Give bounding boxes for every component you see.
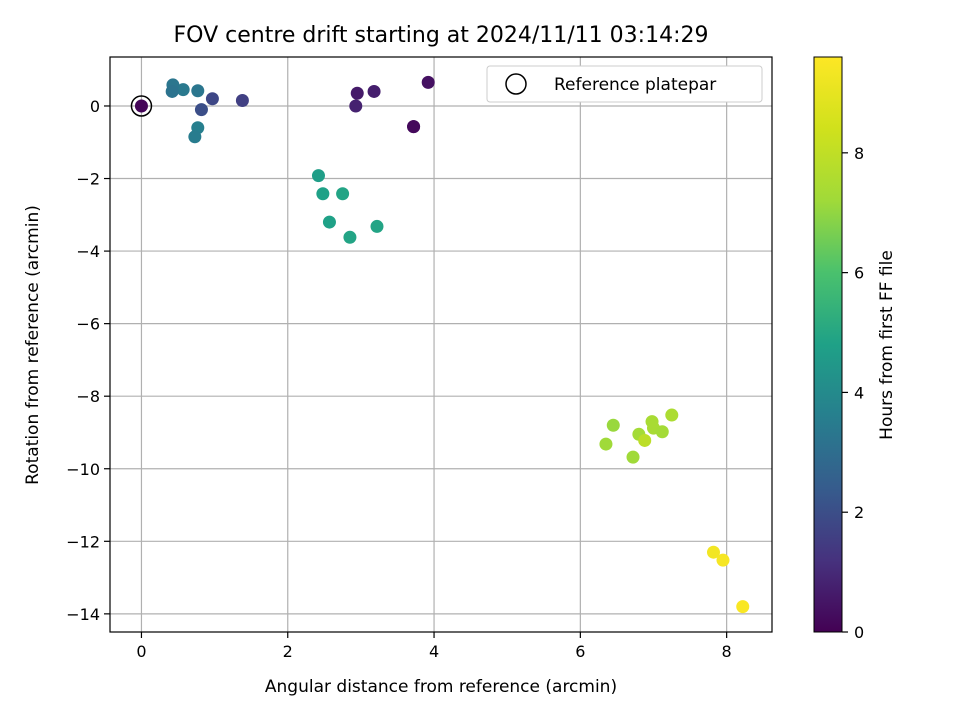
reference-platepar-marker (130, 95, 153, 117)
x-axis-label: Angular distance from reference (arcmin) (265, 677, 617, 697)
y-axis-ticks: 0 −2 −4 −6 −8 −10 −12 −14 (66, 97, 110, 624)
x-tick-label: 4 (429, 642, 439, 661)
x-tick-label: 8 (722, 642, 732, 661)
y-tick-label: −12 (66, 532, 100, 551)
x-tick-label: 6 (575, 642, 585, 661)
y-axis-label: Rotation from reference (arcmin) (23, 205, 43, 485)
data-point (655, 425, 669, 439)
legend-marker-icon (505, 73, 527, 95)
grid-lines (110, 57, 772, 632)
legend-entry-reference-platepar: Reference platepar (554, 75, 716, 95)
data-point (407, 120, 421, 134)
data-point (716, 553, 730, 567)
colorbar: 0 2 4 6 8 Hours from first FF file (813, 56, 897, 642)
y-tick-label: −14 (66, 605, 100, 624)
colorbar-tick-label: 0 (854, 623, 864, 642)
data-point (343, 230, 357, 244)
data-point (205, 92, 219, 106)
y-tick-label: −8 (76, 387, 100, 406)
data-point (349, 99, 363, 113)
y-tick-label: −10 (66, 460, 100, 479)
colorbar-tick-label: 2 (854, 503, 864, 522)
data-point (638, 433, 652, 447)
colorbar-ticks: 0 2 4 6 8 (842, 144, 864, 642)
y-tick-label: −4 (76, 242, 100, 261)
data-point (370, 219, 384, 233)
data-point (194, 103, 208, 117)
x-tick-label: 0 (136, 642, 146, 661)
colorbar-tick-label: 4 (854, 383, 864, 402)
y-tick-label: −2 (76, 170, 100, 189)
legend: Reference platepar (486, 65, 763, 103)
y-tick-label: 0 (90, 97, 100, 116)
data-point (421, 75, 435, 89)
data-point (311, 169, 325, 183)
legend-box (486, 65, 763, 103)
y-tick-label: −6 (76, 315, 100, 334)
colorbar-tick-label: 8 (854, 144, 864, 163)
data-point (191, 84, 205, 98)
data-point (316, 187, 330, 201)
data-point (350, 86, 364, 100)
x-tick-label: 2 (283, 642, 293, 661)
data-point (367, 84, 381, 98)
data-point (235, 94, 249, 108)
data-point (336, 187, 350, 201)
colorbar-label: Hours from first FF file (877, 250, 897, 440)
chart-title: FOV centre drift starting at 2024/11/11 … (174, 23, 709, 48)
data-point (706, 545, 720, 559)
data-points (134, 75, 750, 614)
data-point (599, 437, 613, 451)
data-point (736, 600, 750, 614)
colorbar-tick-label: 6 (854, 264, 864, 283)
plot-frame (109, 56, 773, 633)
data-point (134, 99, 148, 113)
data-point (188, 130, 202, 144)
data-point (665, 408, 679, 422)
data-point (322, 215, 336, 229)
reference-marker (130, 95, 153, 117)
data-point (176, 83, 190, 97)
data-point (606, 418, 620, 432)
data-point (626, 450, 640, 464)
colorbar-gradient (813, 56, 843, 633)
data-point (165, 84, 179, 98)
x-axis-ticks: 0 2 4 6 8 (136, 632, 732, 661)
